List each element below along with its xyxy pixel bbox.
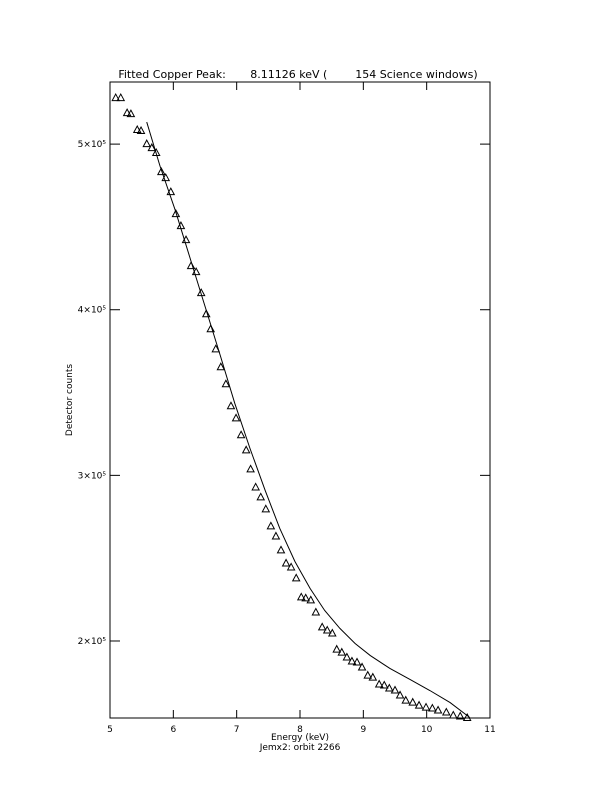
subtitle: Jemx2: orbit 2266 — [259, 743, 341, 753]
x-tick-label: 10 — [421, 725, 433, 735]
data-point — [306, 595, 316, 604]
data-point — [317, 622, 327, 631]
data-point — [126, 109, 136, 118]
y-tick-label: 2×10⁵ — [78, 637, 107, 647]
data-point — [390, 685, 400, 694]
data-point — [116, 93, 126, 102]
fit-line — [146, 121, 471, 718]
data-point — [271, 531, 281, 540]
data-point — [347, 656, 357, 665]
data-point — [327, 628, 337, 637]
y-tick-label: 4×10⁵ — [78, 306, 107, 316]
data-point — [455, 711, 465, 720]
data-point — [311, 607, 321, 616]
x-tick-label: 6 — [170, 725, 176, 735]
data-point — [322, 625, 332, 634]
data-point — [142, 139, 152, 148]
data-point — [296, 592, 306, 601]
data-point — [226, 401, 236, 410]
data-point — [352, 657, 362, 666]
x-tick-label: 5 — [107, 725, 113, 735]
x-axis-label: Energy (keV) — [271, 733, 329, 743]
data-point — [408, 697, 418, 706]
data-point — [261, 504, 271, 513]
data-point — [216, 362, 226, 371]
data-point — [201, 309, 211, 318]
data-point — [236, 430, 246, 439]
data-point — [266, 521, 276, 530]
data-point — [448, 710, 458, 719]
data-point — [256, 492, 266, 501]
data-point — [281, 558, 291, 567]
data-point — [151, 147, 161, 157]
x-tick-label: 8 — [297, 725, 303, 735]
data-point — [401, 695, 411, 704]
data-point — [286, 562, 296, 571]
data-point — [136, 125, 146, 135]
data-point — [441, 707, 451, 716]
data-point — [231, 413, 241, 422]
data-point — [379, 680, 389, 689]
data-point — [357, 662, 367, 671]
data-point — [363, 670, 373, 679]
data-point — [374, 679, 384, 688]
data-point — [251, 482, 261, 491]
data-point — [332, 644, 342, 653]
data-point — [428, 703, 437, 712]
data-point — [433, 705, 443, 714]
data-point — [291, 573, 301, 582]
data-point — [211, 344, 221, 353]
y-axis-label: Detector counts — [65, 364, 75, 436]
data-point — [241, 445, 251, 454]
data-point — [156, 167, 166, 176]
data-point — [368, 672, 378, 681]
data-point — [147, 143, 157, 152]
data-point — [276, 545, 286, 554]
data-point — [246, 464, 255, 473]
data-point — [206, 324, 216, 333]
y-tick-label: 3×10⁵ — [78, 471, 107, 481]
data-point — [421, 702, 431, 711]
x-tick-label: 7 — [234, 725, 240, 735]
data-point — [414, 700, 424, 709]
x-tick-label: 11 — [484, 725, 495, 735]
y-tick-label: 5×10⁵ — [78, 140, 107, 150]
data-point — [384, 683, 394, 692]
data-point — [221, 379, 231, 388]
data-point — [132, 124, 142, 134]
data-point — [171, 209, 181, 218]
data-point — [395, 690, 405, 699]
data-point — [111, 93, 121, 102]
x-tick-label: 9 — [360, 725, 366, 735]
data-point — [342, 652, 352, 661]
data-point — [122, 108, 132, 117]
data-point — [337, 647, 347, 656]
data-point — [301, 593, 311, 602]
chart-title: Fitted Copper Peak: 8.11126 keV ( 154 Sc… — [118, 68, 477, 81]
